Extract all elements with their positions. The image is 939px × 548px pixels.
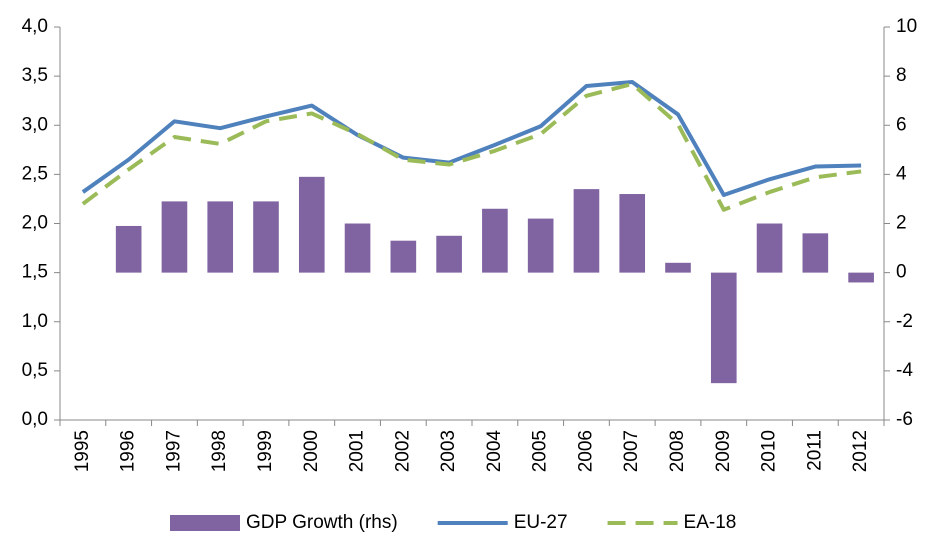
bar — [390, 240, 417, 273]
bar — [527, 218, 554, 273]
y-tick-label: 1,5 — [22, 262, 48, 283]
bar — [756, 223, 783, 273]
y2-tick-label: 10 — [896, 16, 917, 37]
bar — [298, 176, 325, 273]
y2-tick-label: -2 — [896, 311, 913, 332]
line-series — [81, 80, 862, 198]
bar — [710, 272, 737, 384]
line-series — [81, 81, 862, 212]
x-tick-label: 2009 — [713, 430, 734, 472]
y-tick-label: 2,5 — [22, 163, 48, 184]
x-tick-label: 2006 — [575, 430, 596, 472]
x-tick-label: 2002 — [392, 430, 413, 472]
x-tick-label: 1995 — [72, 430, 93, 472]
legend-label: EU-27 — [514, 512, 568, 533]
bar — [573, 189, 600, 273]
y-tick-label: 4,0 — [22, 16, 48, 37]
x-tick-label: 2003 — [438, 430, 459, 472]
bar — [848, 272, 874, 283]
x-tick-label: 2007 — [621, 430, 642, 472]
x-tick-label: 2005 — [530, 430, 551, 472]
x-tick-label: 2010 — [759, 430, 780, 472]
y2-tick-label: -4 — [896, 360, 913, 381]
bar — [115, 225, 142, 273]
y-tick-label: 1,0 — [22, 311, 48, 332]
y-tick-label: 2,0 — [22, 213, 48, 234]
legend-label: EA-18 — [684, 512, 737, 533]
y-tick-label: 3,5 — [22, 65, 48, 86]
bar — [161, 201, 188, 273]
bar — [344, 223, 371, 273]
bar — [482, 208, 508, 273]
legend-label: GDP Growth (rhs) — [246, 512, 398, 533]
bar — [436, 235, 462, 273]
bar — [207, 201, 234, 273]
y-tick-label: 3,0 — [22, 114, 48, 135]
x-tick-label: 1996 — [118, 430, 139, 472]
bar — [253, 201, 279, 273]
y2-tick-label: 8 — [896, 65, 907, 86]
bar — [619, 194, 646, 273]
x-tick-label: 2004 — [484, 430, 505, 473]
x-tick-label: 2012 — [850, 430, 871, 472]
legend-swatch — [170, 515, 240, 531]
x-tick-label: 1998 — [209, 430, 230, 472]
y2-tick-label: 2 — [896, 213, 907, 234]
y2-tick-label: 6 — [896, 114, 907, 135]
x-tick-label: 1999 — [255, 430, 276, 472]
x-tick-label: 2001 — [347, 430, 368, 472]
y2-tick-label: 0 — [896, 262, 907, 283]
x-tick-label: 2011 — [804, 430, 825, 471]
y2-tick-label: 4 — [896, 163, 907, 184]
y-tick-label: 0,5 — [22, 360, 48, 381]
y-tick-label: 0,0 — [22, 409, 48, 430]
x-tick-label: 2008 — [667, 430, 688, 472]
x-tick-label: 2000 — [301, 430, 322, 472]
y2-tick-label: -6 — [896, 409, 913, 430]
bar — [665, 262, 691, 273]
bar — [802, 233, 829, 273]
x-tick-label: 1997 — [163, 430, 184, 472]
